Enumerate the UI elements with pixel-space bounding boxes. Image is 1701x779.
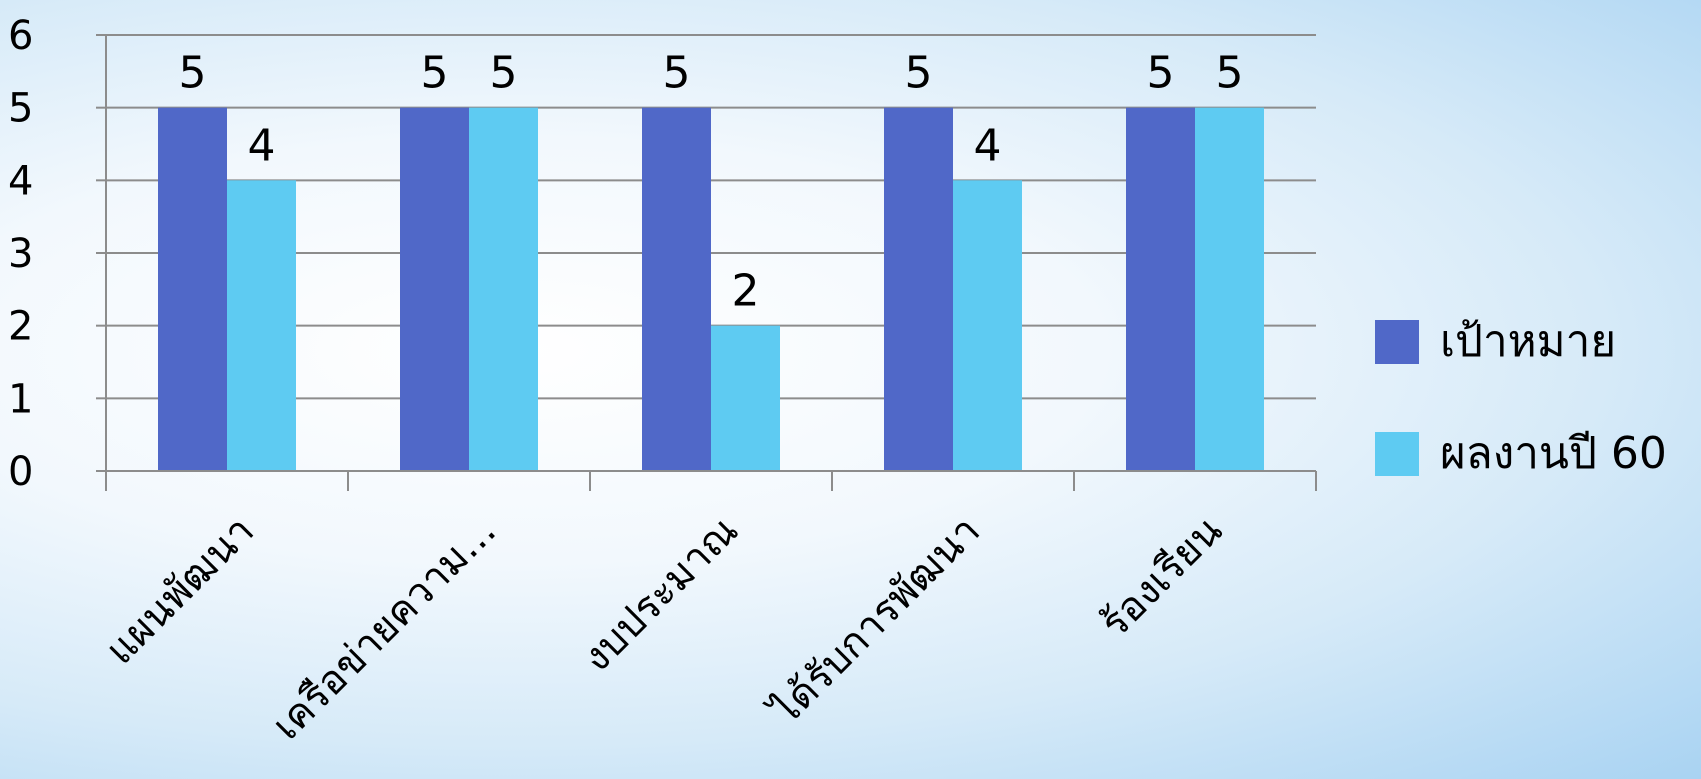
bar-target <box>400 107 469 472</box>
data-label: 4 <box>248 120 276 171</box>
y-tick-label: 1 <box>8 376 33 422</box>
y-tick-label: 3 <box>8 231 33 277</box>
data-label: 4 <box>974 120 1002 171</box>
legend-label: ผลงานปี 60 <box>1440 428 1667 479</box>
y-tick-label: 0 <box>8 449 33 495</box>
y-tick-label: 2 <box>8 304 33 350</box>
data-label: 5 <box>663 48 691 99</box>
data-label: 5 <box>1147 48 1175 99</box>
data-label: 5 <box>1216 48 1244 99</box>
bar-target <box>158 107 227 472</box>
x-category-label: แผนพัฒนา <box>97 508 263 674</box>
bar-result <box>227 180 296 472</box>
bar-target <box>642 107 711 472</box>
x-category-label: เครือข่ายความ... <box>264 508 505 749</box>
data-label: 5 <box>179 48 207 99</box>
x-category-label: ร้องเรียน <box>1092 508 1231 647</box>
y-tick-label: 4 <box>8 158 33 204</box>
data-label: 5 <box>905 48 933 99</box>
y-tick-label: 6 <box>8 13 33 59</box>
bars <box>158 107 1264 472</box>
legend-swatch <box>1375 432 1419 476</box>
data-label: 2 <box>732 266 760 317</box>
bar-target <box>1126 107 1195 472</box>
data-label: 5 <box>490 48 518 99</box>
bar-target <box>884 107 953 472</box>
legend-swatch <box>1375 320 1419 364</box>
data-label: 5 <box>421 48 449 99</box>
bar-result <box>711 325 780 471</box>
axes <box>96 34 1317 491</box>
category-labels: แผนพัฒนา เครือข่ายความ... งบประมาณ ได้รับกา… <box>97 508 1231 749</box>
x-category-label: ได้รับการพัฒนา <box>761 508 989 736</box>
legend-label: เป้าหมาย <box>1440 316 1616 367</box>
bar-result <box>953 180 1022 472</box>
bar-result <box>469 107 538 472</box>
bar-result <box>1195 107 1264 472</box>
y-axis-tick-labels: 0 1 2 3 4 5 6 <box>8 13 33 495</box>
x-category-label: งบประมาณ <box>574 508 747 681</box>
y-tick-label: 5 <box>8 86 33 132</box>
